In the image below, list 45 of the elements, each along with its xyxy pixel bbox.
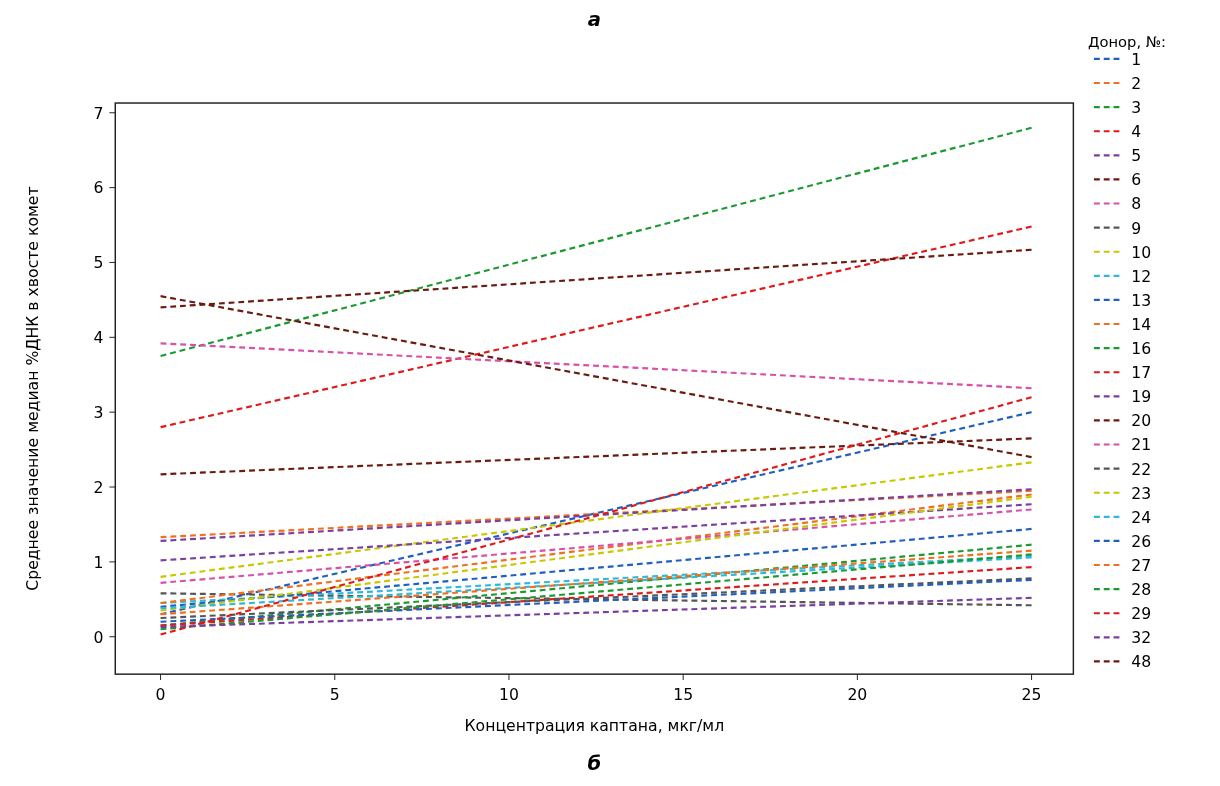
legend-label: 14 — [1131, 314, 1152, 334]
legend-label: 12 — [1131, 266, 1152, 286]
legend-label: 17 — [1131, 363, 1152, 383]
legend-label: 6 — [1131, 170, 1142, 190]
y-tick-label: 0 — [93, 627, 104, 647]
legend-title: Донор, №: — [1088, 33, 1166, 51]
legend-label: 22 — [1131, 459, 1152, 479]
x-tick-label: 20 — [847, 684, 868, 704]
legend-label: 1 — [1131, 49, 1142, 69]
x-tick-label: 0 — [155, 684, 166, 704]
y-tick-label: 2 — [93, 477, 104, 497]
x-tick-label: 5 — [329, 684, 340, 704]
legend-label: 27 — [1131, 555, 1152, 575]
legend-label: 20 — [1131, 411, 1152, 431]
legend-label: 16 — [1131, 339, 1152, 359]
y-axis-title: Среднее значение медиан %ДНК в хвосте комет — [22, 186, 42, 591]
legend-label: 4 — [1131, 122, 1142, 142]
y-tick-label: 1 — [93, 552, 104, 572]
x-tick-label: 10 — [499, 684, 519, 704]
x-axis-title: Концентрация каптана, мкг/мл — [464, 715, 725, 735]
legend-label: 19 — [1131, 387, 1152, 407]
x-tick-label: 15 — [673, 684, 694, 704]
legend-label: 23 — [1131, 483, 1152, 503]
y-tick-label: 6 — [93, 178, 104, 198]
legend-label: 2 — [1131, 73, 1142, 93]
legend-label: 13 — [1131, 290, 1152, 310]
legend-label: 29 — [1131, 604, 1152, 624]
legend-label: 9 — [1131, 218, 1142, 238]
legend-label: 48 — [1131, 652, 1152, 672]
x-tick-label: 25 — [1021, 684, 1042, 704]
legend-label: 8 — [1131, 194, 1142, 214]
y-tick-label: 5 — [93, 253, 104, 273]
text: б — [587, 752, 602, 776]
text: а — [587, 7, 601, 31]
legend-label: 5 — [1131, 146, 1142, 166]
legend-label: 24 — [1131, 507, 1152, 527]
y-tick-label: 3 — [93, 403, 104, 423]
legend-label: 21 — [1131, 435, 1152, 455]
legend-label: 32 — [1131, 628, 1152, 648]
legend-label: 10 — [1131, 242, 1152, 262]
legend-label: 3 — [1131, 98, 1142, 118]
legend-label: 26 — [1131, 531, 1152, 551]
y-tick-label: 7 — [93, 103, 104, 123]
y-tick-label: 4 — [93, 328, 104, 348]
legend-label: 28 — [1131, 580, 1152, 599]
